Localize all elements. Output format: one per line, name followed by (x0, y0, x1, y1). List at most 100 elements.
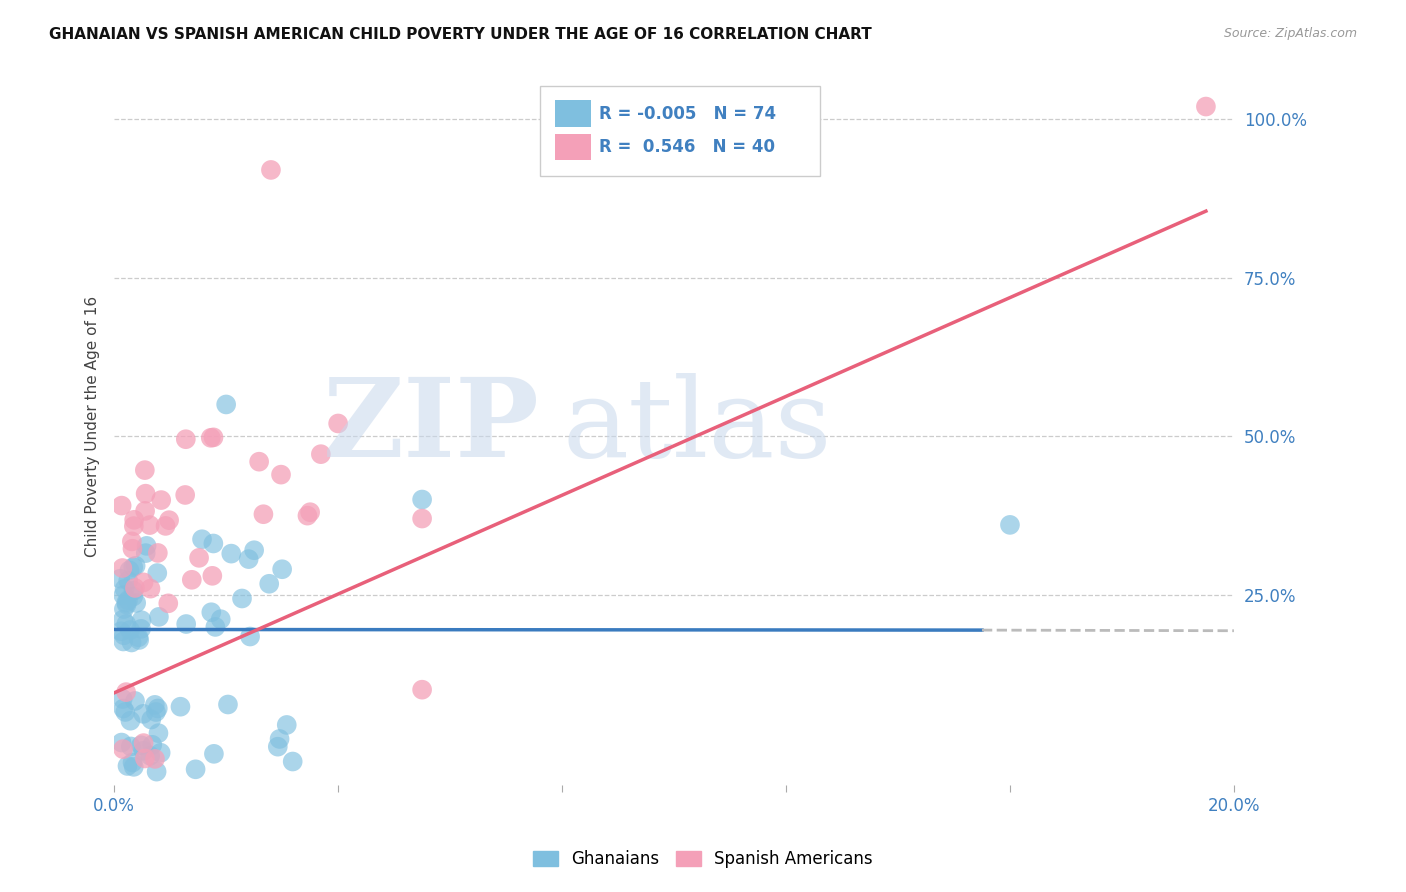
Point (139, 582, 162, 596)
Point (120, 714, 142, 728)
Point (121, 541, 143, 556)
Point (111, 561, 134, 575)
Point (117, 574, 139, 588)
Point (247, 455, 270, 469)
Point (139, 748, 162, 763)
Point (131, 613, 153, 627)
Point (146, 566, 169, 580)
Point (146, 546, 169, 560)
Point (157, 596, 180, 610)
Point (121, 534, 143, 549)
Point (184, 762, 207, 776)
Point (998, 517, 1021, 532)
Point (297, 508, 319, 523)
Point (148, 726, 170, 740)
Point (148, 610, 170, 624)
Text: ZIP: ZIP (323, 373, 540, 480)
Point (238, 552, 260, 566)
Point (115, 617, 138, 632)
Point (276, 718, 298, 732)
Point (267, 739, 290, 754)
FancyBboxPatch shape (540, 87, 820, 176)
Point (145, 764, 167, 779)
Point (411, 682, 433, 697)
Text: GHANAIAN VS SPANISH AMERICAN CHILD POVERTY UNDER THE AGE OF 16 CORRELATION CHART: GHANAIAN VS SPANISH AMERICAN CHILD POVER… (49, 27, 872, 42)
Point (145, 705, 167, 719)
Point (309, 447, 332, 461)
Point (135, 546, 157, 560)
Point (260, 163, 283, 178)
Point (281, 755, 304, 769)
Point (174, 617, 197, 632)
Point (112, 588, 135, 602)
Point (120, 739, 142, 754)
Point (122, 560, 145, 574)
Point (115, 598, 138, 612)
Text: Source: ZipAtlas.com: Source: ZipAtlas.com (1223, 27, 1357, 40)
Point (215, 397, 238, 411)
Text: R = -0.005   N = 74: R = -0.005 N = 74 (599, 104, 776, 122)
Point (122, 513, 145, 527)
Y-axis label: Child Poverty Under the Age of 16: Child Poverty Under the Age of 16 (86, 296, 100, 558)
Point (209, 612, 232, 626)
Point (141, 713, 163, 727)
Point (157, 513, 180, 527)
Point (174, 432, 197, 446)
Point (110, 624, 132, 639)
Point (125, 596, 148, 610)
Point (124, 581, 146, 595)
Point (135, 486, 157, 500)
Point (118, 563, 141, 577)
Point (124, 558, 146, 573)
Point (134, 751, 156, 765)
Point (128, 632, 150, 647)
Point (115, 595, 138, 609)
Point (150, 493, 173, 508)
Point (269, 731, 291, 746)
Point (191, 533, 214, 547)
Point (219, 547, 242, 561)
Point (252, 507, 274, 521)
Point (231, 591, 253, 606)
Point (134, 504, 156, 518)
Point (135, 539, 157, 553)
Point (1195, 99, 1218, 113)
Point (257, 576, 280, 591)
Point (217, 698, 239, 712)
Point (129, 622, 152, 636)
Point (132, 744, 155, 758)
Point (118, 623, 141, 637)
Point (114, 705, 136, 719)
Text: R =  0.546   N = 40: R = 0.546 N = 40 (599, 138, 775, 156)
Point (127, 630, 149, 644)
Point (143, 752, 166, 766)
Point (110, 735, 132, 749)
Point (122, 519, 145, 533)
Point (271, 562, 294, 576)
Point (122, 583, 145, 598)
Point (111, 692, 134, 706)
Point (202, 536, 225, 550)
Point (204, 620, 226, 634)
Point (270, 467, 292, 482)
Point (112, 701, 135, 715)
Point (139, 518, 162, 533)
Point (134, 463, 156, 477)
Point (122, 760, 145, 774)
FancyBboxPatch shape (555, 134, 591, 161)
Point (122, 590, 145, 604)
Point (114, 582, 136, 596)
Point (117, 593, 139, 607)
Point (115, 685, 138, 699)
Point (110, 572, 132, 586)
Point (111, 499, 134, 513)
Point (326, 417, 349, 431)
Point (174, 488, 197, 502)
Point (146, 701, 169, 715)
Point (243, 543, 266, 558)
Point (149, 746, 172, 760)
Point (124, 694, 146, 708)
Point (188, 550, 211, 565)
Point (299, 505, 322, 519)
Point (411, 492, 433, 507)
